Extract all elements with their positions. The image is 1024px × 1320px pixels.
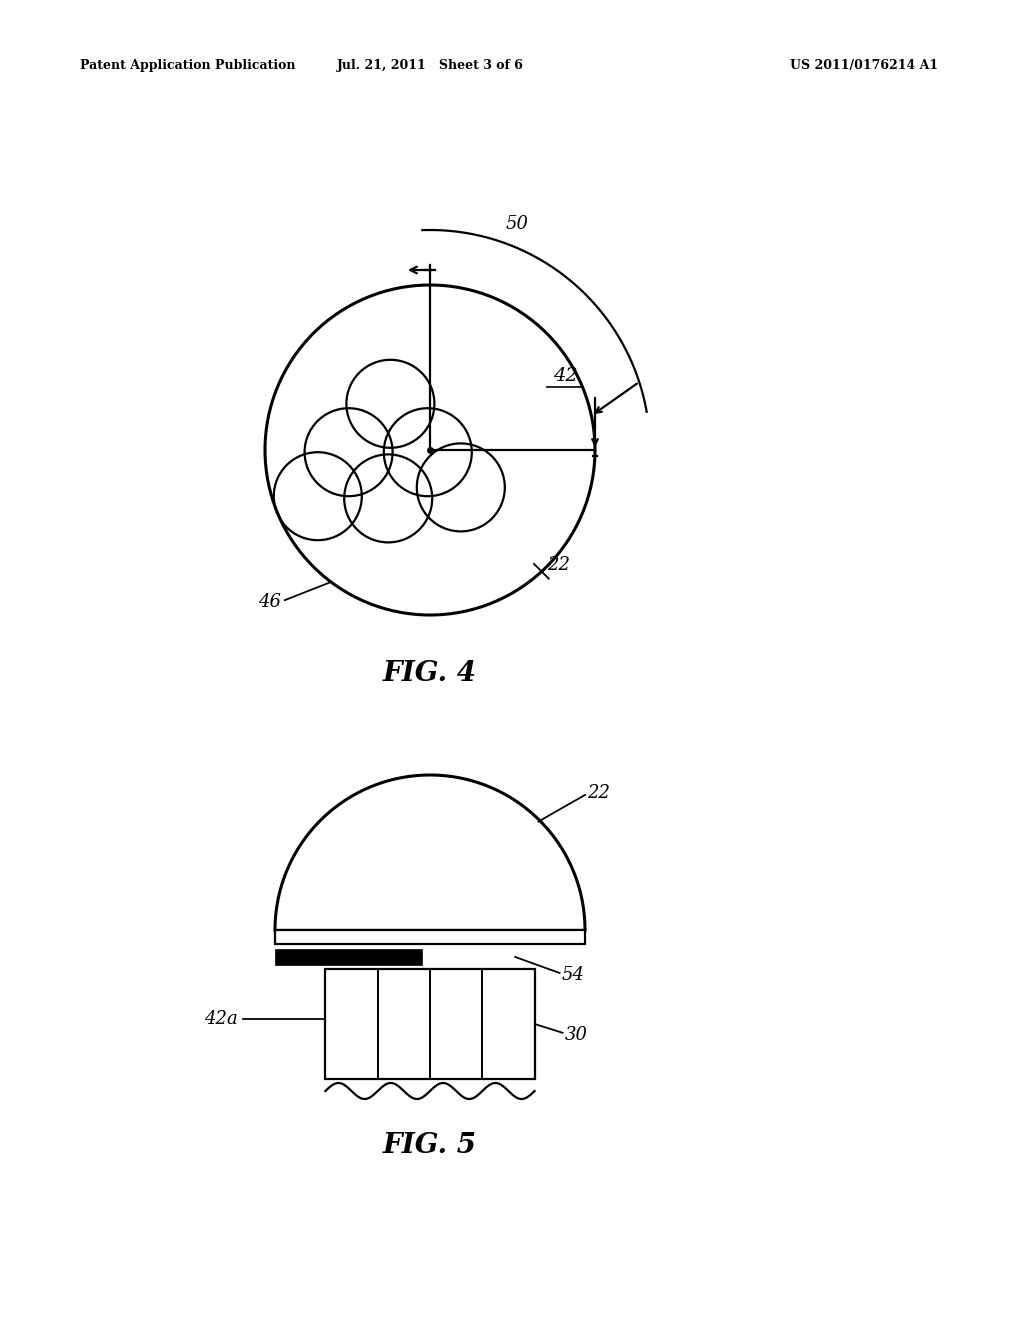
Text: 22: 22 <box>547 557 570 574</box>
Text: Patent Application Publication: Patent Application Publication <box>80 58 296 71</box>
Text: US 2011/0176214 A1: US 2011/0176214 A1 <box>790 58 938 71</box>
Text: 42: 42 <box>553 367 578 385</box>
Text: FIG. 5: FIG. 5 <box>383 1133 477 1159</box>
Text: 46: 46 <box>258 593 282 611</box>
Text: Jul. 21, 2011   Sheet 3 of 6: Jul. 21, 2011 Sheet 3 of 6 <box>337 58 523 71</box>
Text: 22: 22 <box>587 784 610 801</box>
Bar <box>275 931 585 944</box>
Text: 50: 50 <box>505 215 528 234</box>
Text: 54: 54 <box>561 966 585 983</box>
Bar <box>275 949 422 965</box>
Text: 42a: 42a <box>204 1010 238 1027</box>
Bar <box>326 969 535 1078</box>
Text: FIG. 4: FIG. 4 <box>383 660 477 686</box>
Text: 30: 30 <box>564 1026 588 1044</box>
